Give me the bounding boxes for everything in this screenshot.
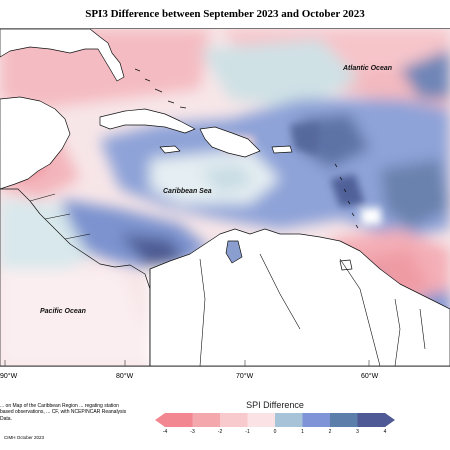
jamaica-island xyxy=(159,145,181,154)
longitude-label-90w: 90°W xyxy=(0,373,18,380)
spi-legend: SPI Difference -4 -3 -2 -1 0 1 2 3 4 xyxy=(155,400,395,440)
map-credit: CIMH October 2023 xyxy=(4,435,45,440)
cuba-island xyxy=(99,108,196,134)
central-america-land xyxy=(0,188,151,366)
longitude-label-60w: 60°W xyxy=(361,373,379,380)
map-description: ... on Map of the Caribbean Region ... r… xyxy=(0,403,127,422)
legend-swatch xyxy=(220,413,248,427)
legend-ticks: -4 -3 -2 -1 0 1 2 3 4 xyxy=(155,429,395,437)
longitude-ticks xyxy=(4,360,370,366)
legend-tick-label: 4 xyxy=(383,429,387,435)
legend-colorbar xyxy=(155,413,395,427)
legend-tick-label: -1 xyxy=(245,429,250,435)
yucatan-land xyxy=(0,96,71,190)
spi-difference-map: Atlantic Ocean Caribbean Sea Pacific Oce… xyxy=(0,29,450,366)
legend-tick-label: -4 xyxy=(162,429,168,435)
hispaniola-island xyxy=(199,126,261,158)
landmasses xyxy=(0,29,450,366)
pacific-ocean-label: Pacific Ocean xyxy=(40,308,86,315)
legend-swatch xyxy=(247,413,276,427)
legend-swatch xyxy=(165,413,193,427)
legend-tick-label: 3 xyxy=(356,429,359,435)
longitude-label-80w: 80°W xyxy=(116,373,134,380)
caribbean-sea-label: Caribbean Sea xyxy=(163,188,212,195)
legend-arrow-right xyxy=(385,413,395,427)
country-borders xyxy=(29,193,426,366)
legend-tick-label: -2 xyxy=(217,429,223,435)
legend-tick-label: 0 xyxy=(273,429,277,435)
map-title: SPI3 Difference between September 2023 a… xyxy=(85,8,365,20)
legend-arrow-left xyxy=(155,413,165,427)
legend-tick-label: 1 xyxy=(301,429,304,435)
lesser-antilles xyxy=(334,163,359,229)
florida-land xyxy=(0,29,125,82)
legend-tick-label: 2 xyxy=(328,429,332,435)
bahamas-islands xyxy=(134,68,187,109)
trinidad-island xyxy=(339,259,353,271)
legend-swatch xyxy=(357,413,386,427)
atlantic-ocean-label: Atlantic Ocean xyxy=(342,65,392,72)
puerto-rico-island xyxy=(271,145,293,154)
maracaibo-lake xyxy=(225,240,243,264)
legend-swatch xyxy=(330,413,358,427)
south-america-land xyxy=(149,228,450,366)
spi-field xyxy=(0,29,450,366)
legend-swatch xyxy=(192,413,221,427)
longitude-label-70w: 70°W xyxy=(236,373,254,380)
legend-title: SPI Difference xyxy=(246,400,304,410)
legend-swatch xyxy=(302,413,331,427)
legend-swatch xyxy=(275,413,303,427)
legend-tick-label: -3 xyxy=(190,429,195,435)
map-frame: Atlantic Ocean Caribbean Sea Pacific Oce… xyxy=(0,28,450,367)
